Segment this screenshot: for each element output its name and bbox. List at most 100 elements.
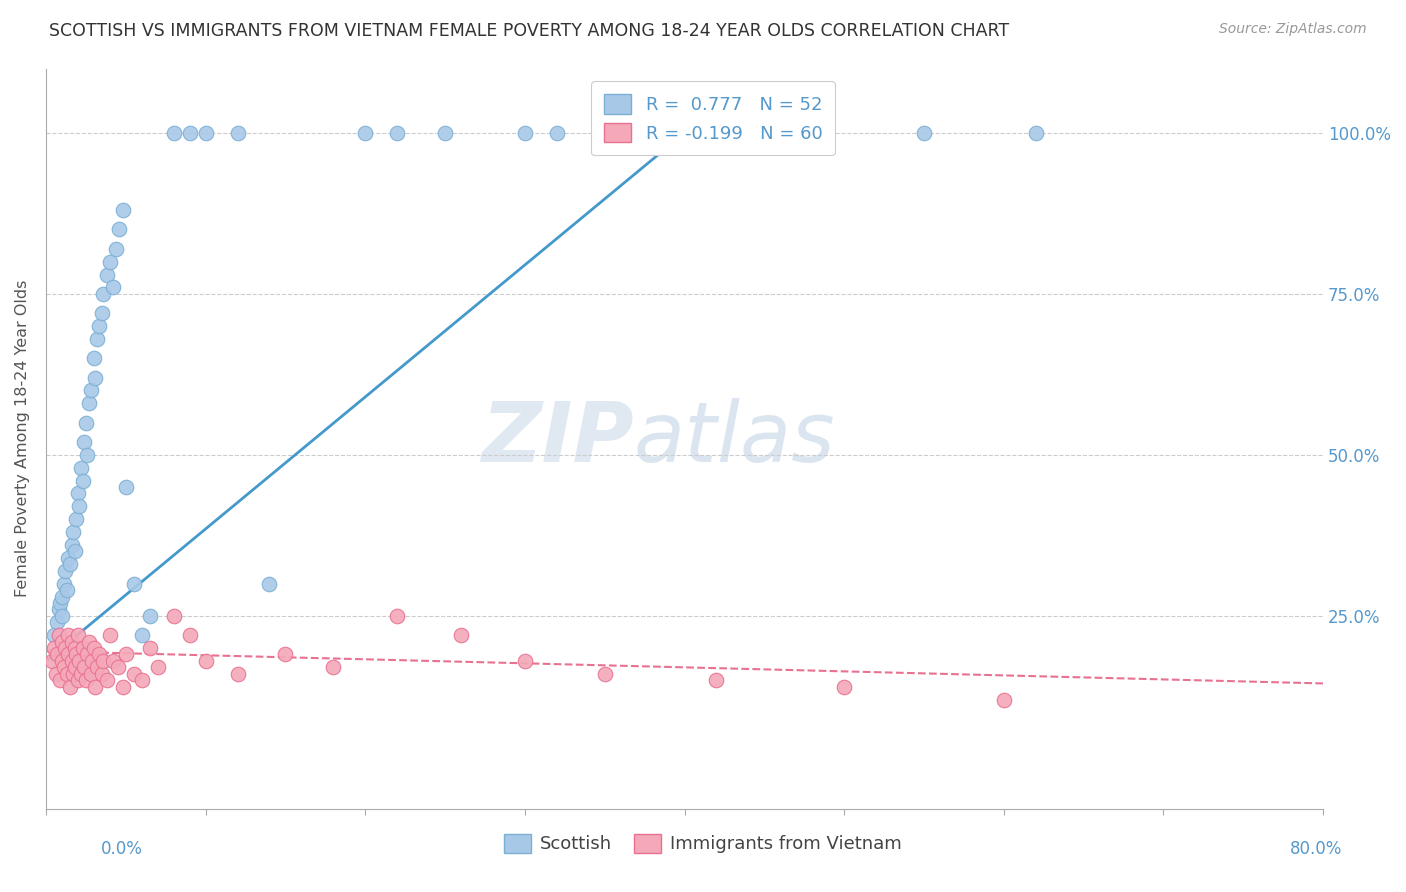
Point (98, 254, 121, 268)
Point (69, 654, 91, 668)
Point (179, 126, 201, 140)
Point (163, 126, 186, 140)
Point (226, 126, 249, 140)
Point (60, 654, 83, 668)
Point (593, 666, 616, 681)
Point (86, 660, 108, 674)
Point (84, 370, 107, 384)
Legend: Scottish, Immigrants from Vietnam: Scottish, Immigrants from Vietnam (496, 826, 910, 861)
Point (72, 474, 94, 488)
Point (46, 615, 69, 630)
Point (55, 666, 77, 681)
Point (66, 628, 89, 642)
Point (706, 673, 728, 688)
Point (111, 680, 134, 694)
Point (83, 351, 105, 366)
Point (114, 648, 136, 662)
Point (122, 576, 145, 591)
Text: 0.0%: 0.0% (101, 840, 143, 858)
Point (76, 448, 98, 462)
Point (66, 486, 89, 500)
Point (63, 660, 86, 674)
Point (79, 666, 101, 681)
Point (434, 126, 457, 140)
Point (107, 660, 129, 674)
Point (53, 640, 76, 655)
Y-axis label: Female Poverty Among 18-24 Year Olds: Female Poverty Among 18-24 Year Olds (15, 280, 30, 598)
Point (77, 634, 100, 648)
Point (51, 654, 73, 668)
Point (87, 319, 110, 334)
Point (105, 242, 128, 256)
Point (42, 628, 65, 642)
Point (98, 628, 121, 642)
Point (55, 583, 77, 598)
Point (65, 648, 87, 662)
Point (53, 564, 76, 578)
Point (139, 608, 162, 623)
Point (58, 628, 80, 642)
Point (42, 640, 65, 655)
Point (48, 602, 70, 616)
Point (48, 628, 70, 642)
Point (46, 648, 69, 662)
Point (139, 640, 162, 655)
Point (226, 666, 249, 681)
Point (90, 306, 112, 320)
Point (131, 628, 153, 642)
Point (194, 126, 217, 140)
Point (131, 673, 153, 688)
Point (163, 608, 186, 623)
Legend: R =  0.777   N = 52, R = -0.199   N = 60: R = 0.777 N = 52, R = -0.199 N = 60 (592, 81, 835, 155)
Point (450, 628, 472, 642)
Point (77, 396, 100, 410)
Point (72, 640, 94, 655)
Point (101, 654, 124, 668)
Point (63, 544, 86, 558)
Point (62, 525, 84, 540)
Point (82, 654, 104, 668)
Point (259, 576, 281, 591)
Point (45, 666, 67, 681)
Point (832, 680, 855, 694)
Text: SCOTTISH VS IMMIGRANTS FROM VIETNAM FEMALE POVERTY AMONG 18-24 YEAR OLDS CORRELA: SCOTTISH VS IMMIGRANTS FROM VIETNAM FEMA… (49, 22, 1010, 40)
Point (65, 512, 87, 526)
Point (146, 660, 169, 674)
Point (52, 576, 75, 591)
Point (51, 590, 73, 604)
Point (385, 608, 408, 623)
Point (84, 680, 107, 694)
Point (51, 634, 73, 648)
Point (90, 666, 112, 681)
Point (93, 286, 115, 301)
Point (63, 640, 86, 655)
Point (912, 126, 935, 140)
Point (75, 673, 97, 688)
Point (513, 654, 536, 668)
Point (322, 660, 344, 674)
Point (194, 654, 217, 668)
Point (41, 654, 63, 668)
Point (83, 640, 105, 655)
Point (58, 550, 80, 565)
Point (513, 126, 536, 140)
Text: 80.0%: 80.0% (1291, 840, 1343, 858)
Point (1025, 126, 1047, 140)
Point (69, 500, 91, 514)
Point (60, 538, 83, 552)
Point (66, 673, 89, 688)
Point (49, 596, 72, 610)
Point (51, 608, 73, 623)
Point (70, 460, 93, 475)
Point (87, 648, 110, 662)
Point (73, 434, 96, 449)
Point (62, 666, 84, 681)
Text: ZIP: ZIP (481, 398, 634, 479)
Point (101, 280, 124, 294)
Point (58, 648, 80, 662)
Point (993, 692, 1015, 706)
Point (96, 268, 118, 282)
Point (114, 480, 136, 494)
Point (385, 126, 408, 140)
Point (93, 654, 115, 668)
